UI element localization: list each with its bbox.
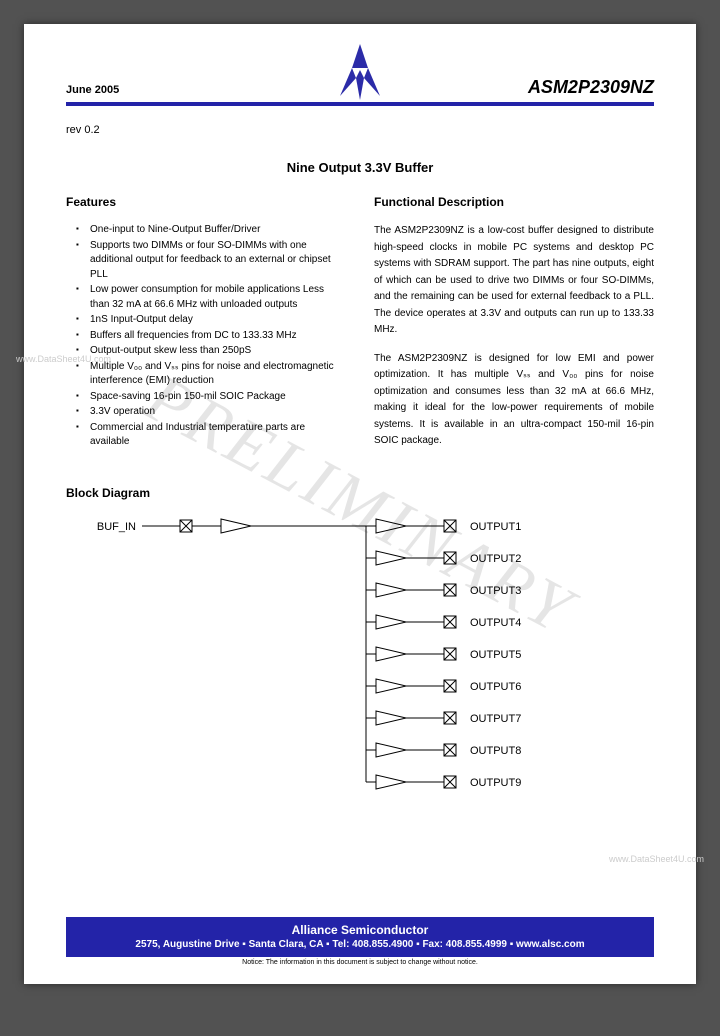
footer-company: Alliance Semiconductor bbox=[70, 923, 650, 937]
feature-item: Low power consumption for mobile applica… bbox=[90, 283, 346, 312]
svg-text:OUTPUT5: OUTPUT5 bbox=[470, 649, 521, 661]
revision-text: rev 0.2 bbox=[66, 124, 654, 136]
header: June 2005 ASM2P2309NZ bbox=[66, 72, 654, 100]
block-diagram-heading: Block Diagram bbox=[66, 486, 654, 500]
footer-notice: Notice: The information in this document… bbox=[66, 959, 654, 966]
description-section: Functional Description The ASM2P2309NZ i… bbox=[374, 195, 654, 462]
page-title: Nine Output 3.3V Buffer bbox=[66, 160, 654, 175]
company-logo-icon bbox=[330, 44, 390, 105]
features-list: One-input to Nine-Output Buffer/DriverSu… bbox=[66, 223, 346, 450]
part-number: ASM2P2309NZ bbox=[528, 77, 654, 100]
feature-item: One-input to Nine-Output Buffer/Driver bbox=[90, 223, 346, 238]
feature-item: 3.3V operation bbox=[90, 405, 346, 420]
feature-item: Supports two DIMMs or four SO-DIMMs with… bbox=[90, 239, 346, 283]
features-section: Features One-input to Nine-Output Buffer… bbox=[66, 195, 346, 462]
svg-text:OUTPUT1: OUTPUT1 bbox=[470, 521, 521, 533]
svg-text:BUF_IN: BUF_IN bbox=[97, 521, 136, 533]
svg-text:OUTPUT3: OUTPUT3 bbox=[470, 585, 521, 597]
feature-item: Multiple V₀₀ and Vₛₛ pins for noise and … bbox=[90, 360, 346, 389]
page-footer: Alliance Semiconductor 2575, Augustine D… bbox=[66, 917, 654, 966]
datasheet-page: www.DataSheet4U.com www.DataSheet4U.com … bbox=[24, 24, 696, 984]
block-diagram: BUF_IN OUTPUT1 OUTPUT2 OUTPUT3 OUTPUT4 OUTPUT… bbox=[66, 506, 654, 816]
features-heading: Features bbox=[66, 195, 346, 209]
svg-text:OUTPUT8: OUTPUT8 bbox=[470, 745, 521, 757]
feature-item: Space-saving 16-pin 150-mil SOIC Package bbox=[90, 390, 346, 405]
description-para-2: The ASM2P2309NZ is designed for low EMI … bbox=[374, 351, 654, 450]
feature-item: Buffers all frequencies from DC to 133.3… bbox=[90, 329, 346, 344]
feature-item: 1nS Input-Output delay bbox=[90, 313, 346, 328]
svg-text:OUTPUT7: OUTPUT7 bbox=[470, 713, 521, 725]
footer-address: 2575, Augustine Drive ▪ Santa Clara, CA … bbox=[70, 939, 650, 950]
feature-item: Output-output skew less than 250pS bbox=[90, 344, 346, 359]
footer-band: Alliance Semiconductor 2575, Augustine D… bbox=[66, 917, 654, 957]
content-columns: Features One-input to Nine-Output Buffer… bbox=[66, 195, 654, 462]
description-heading: Functional Description bbox=[374, 195, 654, 209]
description-para-1: The ASM2P2309NZ is a low-cost buffer des… bbox=[374, 223, 654, 339]
watermark-right: www.DataSheet4U.com bbox=[609, 854, 704, 864]
svg-text:OUTPUT6: OUTPUT6 bbox=[470, 681, 521, 693]
svg-text:OUTPUT9: OUTPUT9 bbox=[470, 777, 521, 789]
header-date: June 2005 bbox=[66, 84, 119, 100]
feature-item: Commercial and Industrial temperature pa… bbox=[90, 421, 346, 450]
svg-text:OUTPUT4: OUTPUT4 bbox=[470, 617, 521, 629]
svg-text:OUTPUT2: OUTPUT2 bbox=[470, 553, 521, 565]
